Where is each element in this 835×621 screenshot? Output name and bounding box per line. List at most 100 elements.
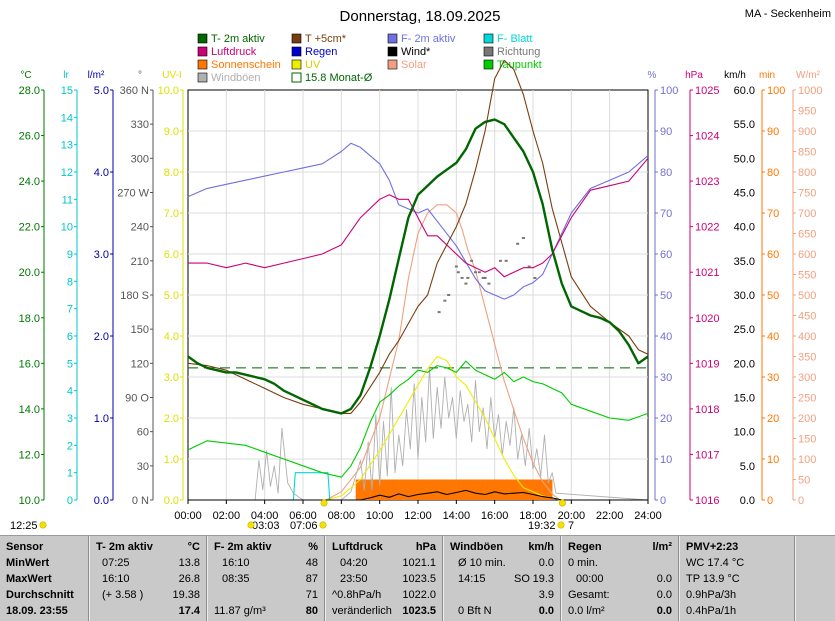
sunshine-bar bbox=[365, 479, 371, 500]
left-axis-unit: °C bbox=[20, 70, 31, 81]
summary-gust: Windböen km/h Ø 10 min. 0.0 14:15 SO 19.3 3.… bbox=[444, 536, 560, 621]
right-tick-label: 1018 bbox=[695, 404, 719, 416]
sunshine-bar bbox=[398, 479, 404, 500]
gust-current: 0.0 bbox=[538, 605, 554, 617]
left-axes: °C10.012.014.016.018.020.022.024.026.028… bbox=[19, 70, 184, 507]
left-tick-label: 14.0 bbox=[19, 404, 40, 416]
legend-label: Wind* bbox=[401, 46, 431, 58]
x-tick-label: 00:00 bbox=[174, 510, 202, 522]
sun-markers: 12:25 03:03 07:06 19:32 7 bbox=[10, 499, 574, 532]
right-tick-label: 50 bbox=[660, 290, 672, 302]
right-tick-label: 10 bbox=[660, 454, 672, 466]
gust-max-dir: SO bbox=[514, 573, 530, 585]
rain-header: Regen bbox=[568, 541, 602, 553]
right-tick-label: 0 bbox=[660, 495, 666, 507]
sunshine-bar bbox=[422, 479, 428, 500]
left-tick-label: 60 bbox=[137, 427, 149, 439]
right-axes: %0102030405060708090100hPa10161017101810… bbox=[648, 70, 823, 507]
right-tick-label: 200 bbox=[798, 413, 816, 425]
temp-max-value: 26.8 bbox=[178, 573, 200, 585]
left-tick-label: 7 bbox=[67, 304, 73, 316]
right-tick-label: 100 bbox=[767, 85, 785, 97]
right-tick-label: 20 bbox=[660, 413, 672, 425]
x-tick-label: 08:00 bbox=[328, 510, 356, 522]
left-tick-label: 11 bbox=[62, 194, 73, 206]
direction-point bbox=[437, 311, 441, 314]
rain-unit: l/m² bbox=[652, 541, 672, 553]
sunshine-bar bbox=[446, 479, 452, 500]
left-axis-unit: UV-I bbox=[162, 70, 181, 81]
right-tick-label: 50.0 bbox=[734, 153, 755, 165]
sunshine-bar bbox=[489, 479, 495, 500]
sunset-icon bbox=[557, 521, 565, 529]
right-tick-label: 25.0 bbox=[734, 324, 755, 336]
left-tick-label: 240 bbox=[131, 222, 149, 234]
press-max-time: 23:50 bbox=[340, 573, 368, 585]
legend-label: T +5cm* bbox=[305, 33, 347, 45]
legend-label: Windböen bbox=[211, 72, 261, 84]
right-axis-unit: W/m² bbox=[796, 70, 821, 81]
right-tick-label: 900 bbox=[798, 126, 816, 138]
sunshine-bar bbox=[403, 479, 409, 500]
x-tick-label: 18:00 bbox=[519, 510, 547, 522]
right-tick-label: 55.0 bbox=[734, 119, 755, 131]
sunshine-bar bbox=[451, 479, 457, 500]
sunshine-bar bbox=[523, 479, 529, 500]
series-line-t-2m-aktiv bbox=[187, 118, 649, 415]
x-tick-label: 20:00 bbox=[558, 510, 586, 522]
legend-swatch bbox=[291, 46, 302, 57]
legend-swatch bbox=[197, 59, 208, 70]
sunrise-marker bbox=[320, 499, 328, 507]
left-tick-label: 4.0 bbox=[164, 331, 179, 343]
left-tick-label: 0.0 bbox=[164, 495, 179, 507]
direction-point bbox=[483, 276, 487, 279]
right-tick-label: 0 bbox=[767, 495, 773, 507]
hum-min-time: 16:10 bbox=[222, 557, 250, 569]
right-tick-label: 1022 bbox=[695, 222, 719, 234]
direction-point bbox=[521, 237, 525, 240]
right-tick-label: 50 bbox=[767, 290, 779, 302]
left-tick-label: 1 bbox=[67, 468, 73, 480]
right-tick-label: 1025 bbox=[695, 85, 719, 97]
right-tick-label: 1017 bbox=[695, 449, 719, 461]
right-tick-label: 30 bbox=[767, 372, 779, 384]
direction-point bbox=[456, 271, 460, 274]
direction-point bbox=[498, 259, 502, 262]
series-line-solar bbox=[325, 204, 561, 501]
direction-point bbox=[470, 259, 474, 262]
direction-point bbox=[454, 265, 458, 268]
sensor-row-min: MinWert bbox=[6, 557, 50, 569]
direction-point bbox=[481, 276, 485, 279]
sunshine-bar bbox=[542, 479, 548, 500]
pmv-trend-1h: 0.4hPa/1h bbox=[686, 605, 737, 617]
left-tick-label: 6.0 bbox=[164, 249, 179, 261]
right-tick-label: 850 bbox=[798, 147, 816, 159]
left-tick-label: 90 O bbox=[125, 393, 149, 405]
left-tick-label: 30 bbox=[137, 461, 149, 473]
press-min-value: 1021.1 bbox=[402, 557, 436, 569]
hum-avg-value: 71 bbox=[305, 589, 318, 601]
left-tick-label: 9.0 bbox=[164, 126, 179, 138]
direction-point bbox=[477, 271, 481, 274]
series-line-f-2m-aktiv bbox=[187, 142, 649, 300]
direction-point bbox=[464, 282, 468, 285]
sunshine-bar bbox=[441, 479, 448, 500]
right-tick-label: 35.0 bbox=[734, 256, 755, 268]
right-axis-unit: min bbox=[759, 70, 775, 81]
station-name: MA - Seckenheim bbox=[745, 8, 831, 20]
right-tick-label: 400 bbox=[798, 331, 816, 343]
gust-unit: km/h bbox=[528, 541, 554, 553]
right-tick-label: 800 bbox=[798, 167, 816, 179]
left-tick-label: 120 bbox=[131, 358, 149, 370]
sunshine-bar bbox=[480, 479, 486, 500]
right-tick-label: 950 bbox=[798, 106, 816, 118]
right-tick-label: 1000 bbox=[798, 85, 822, 97]
pmv-trend-3h: 0.9hPa/3h bbox=[686, 589, 737, 601]
gust-beaufort: 0 Bft N bbox=[458, 605, 492, 617]
left-tick-label: 9 bbox=[67, 249, 73, 261]
left-tick-label: 0.0 bbox=[94, 495, 109, 507]
sunrise-time: 07:06 bbox=[290, 520, 318, 532]
temp-unit: °C bbox=[187, 541, 200, 553]
right-tick-label: 0 bbox=[798, 495, 804, 507]
right-tick-label: 10 bbox=[767, 454, 779, 466]
